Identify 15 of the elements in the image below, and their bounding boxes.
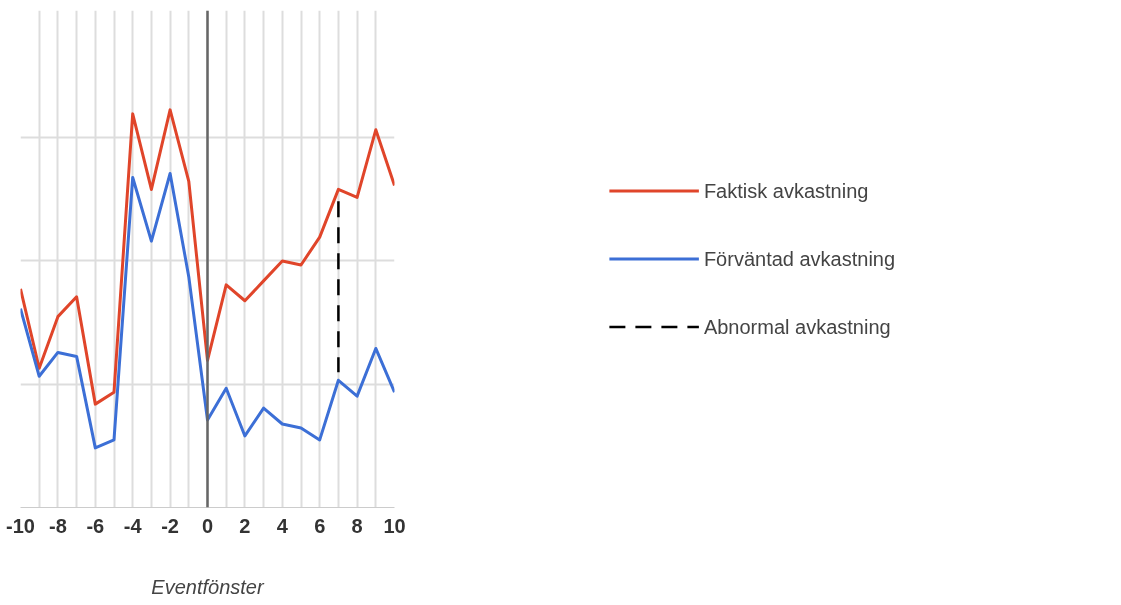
x-tick-label: -10	[6, 514, 35, 537]
x-tick-label: 8	[351, 514, 363, 537]
x-tick-label: 2	[239, 514, 251, 537]
x-tick-label: 10	[383, 514, 406, 537]
x-tick-label: 0	[201, 514, 214, 537]
legend-label: Förväntad avkastning	[703, 247, 896, 270]
x-tick-label: -8	[49, 514, 67, 537]
x-tick-label: 4	[276, 514, 289, 537]
x-tick-label: -4	[123, 514, 143, 537]
x-tick-label: 6	[314, 514, 326, 537]
legend-label: Faktisk avkastning	[703, 179, 869, 202]
x-axis-title: Eventfönster	[151, 575, 265, 598]
x-tick-label: -2	[161, 514, 180, 537]
x-tick-label: -6	[86, 514, 105, 537]
legend-label: Abnormal avkastning	[703, 315, 891, 338]
